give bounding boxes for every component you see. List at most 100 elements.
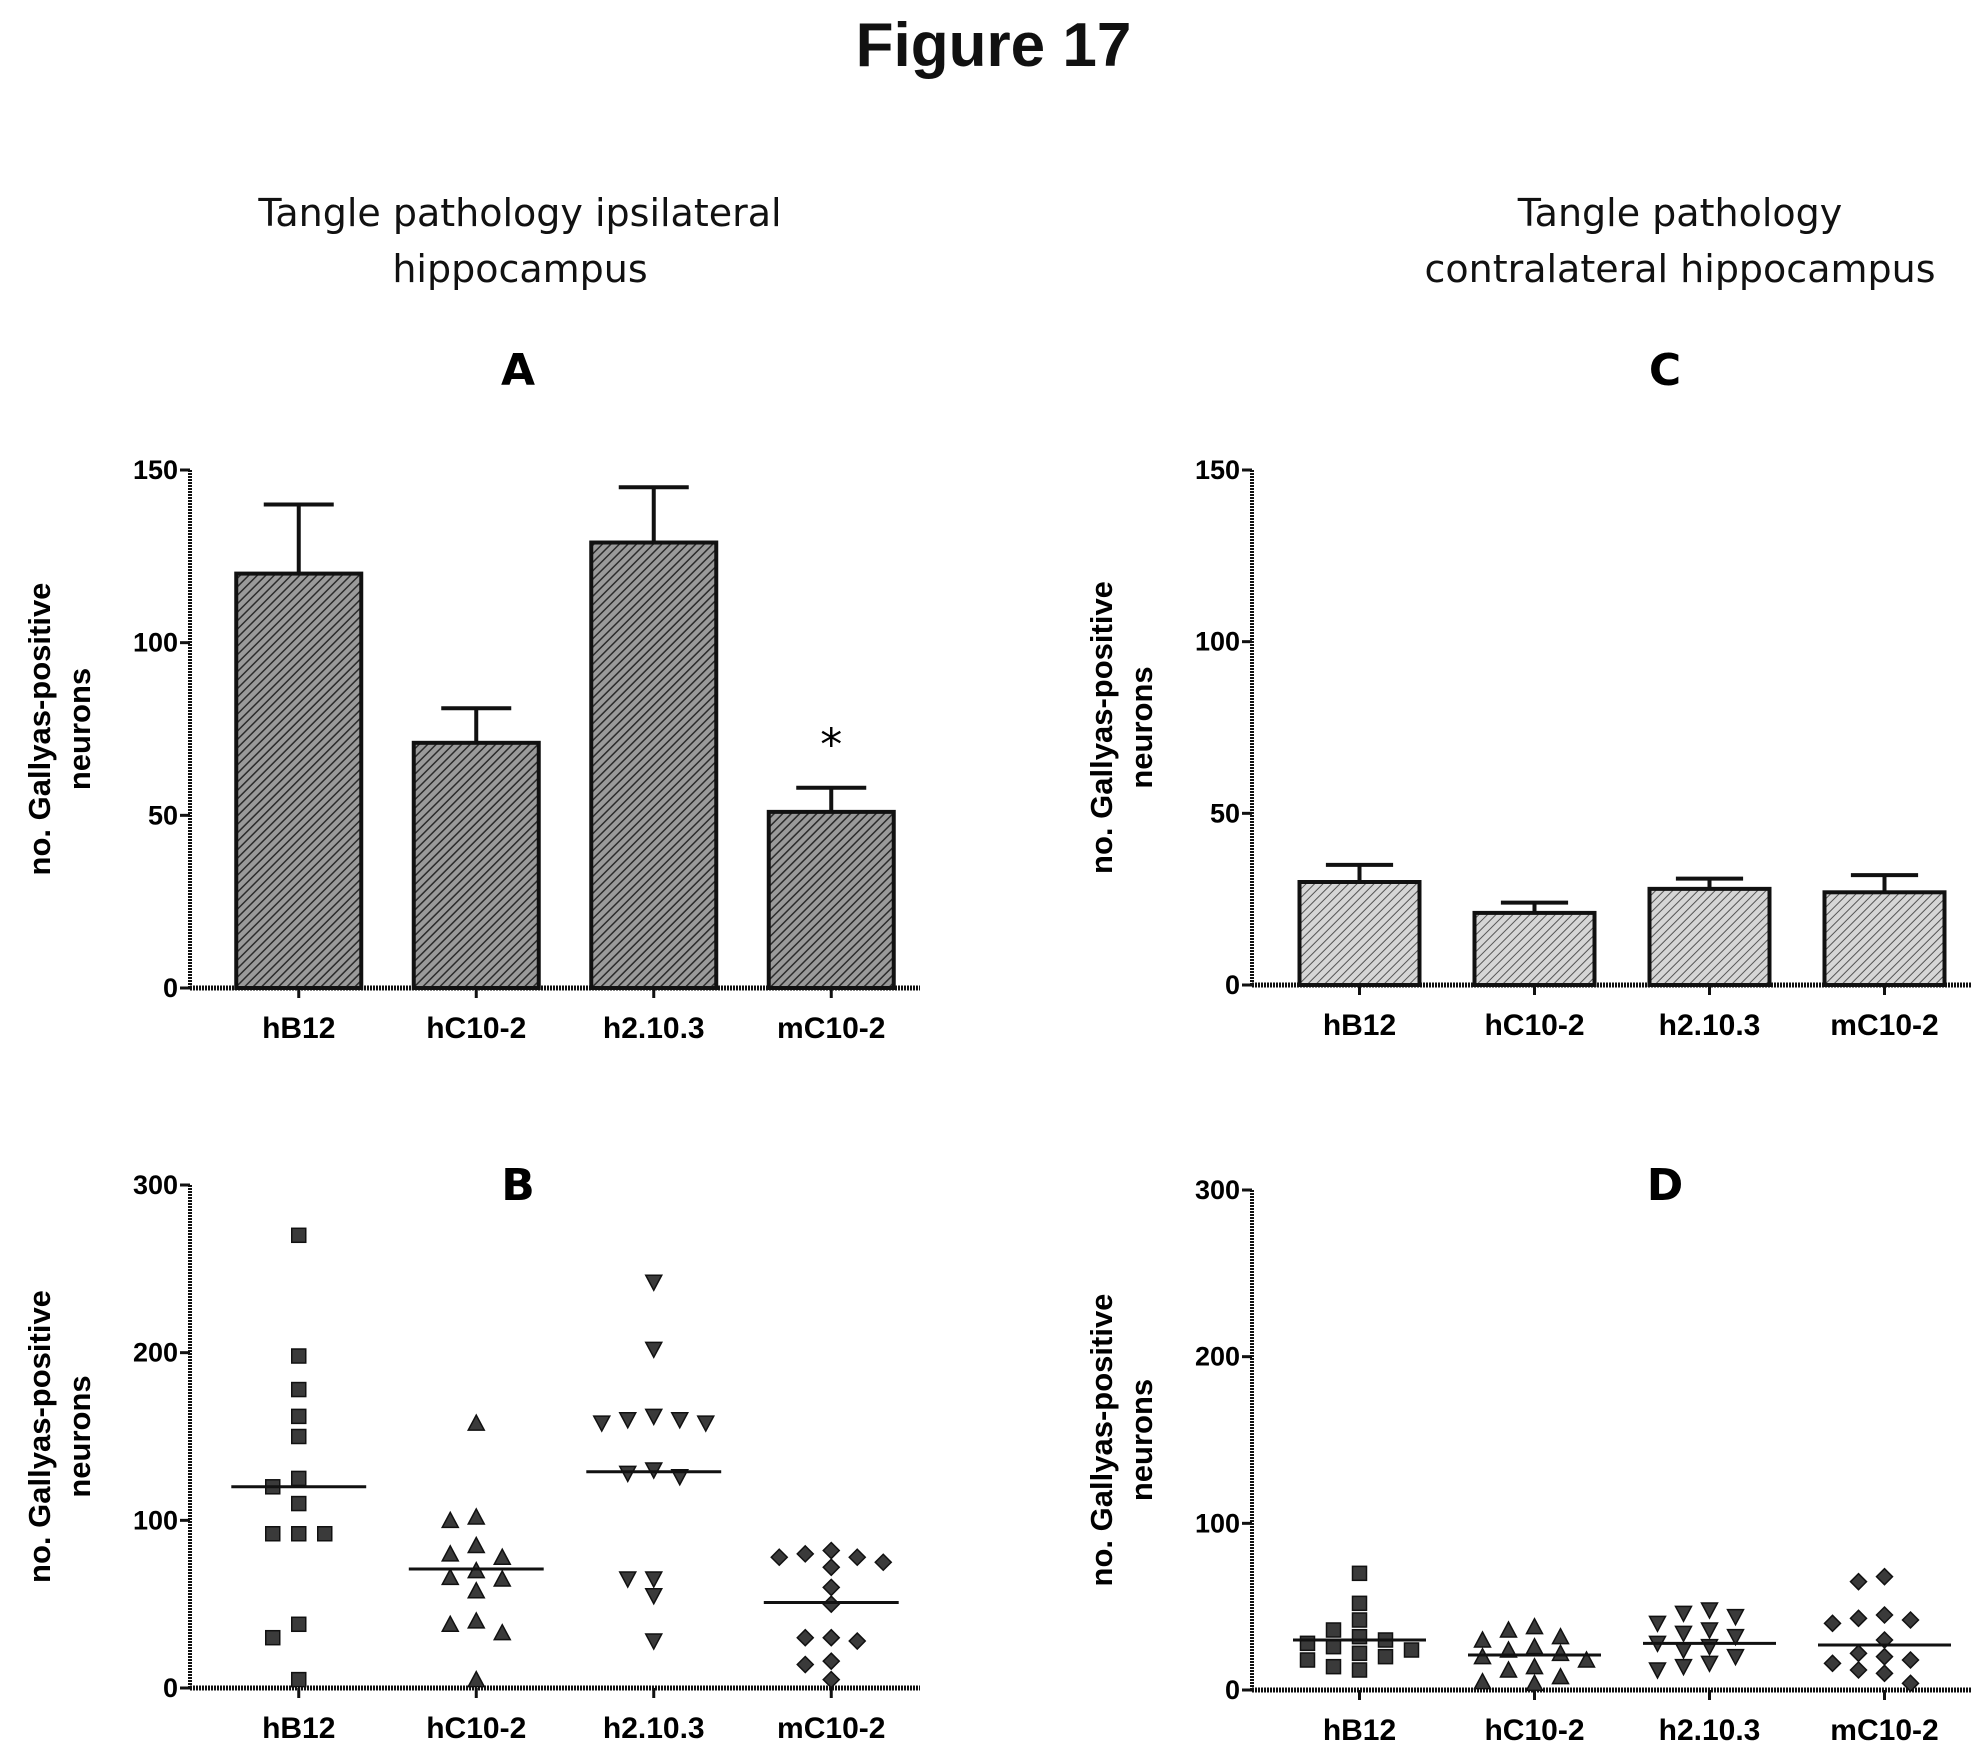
y-axis-title: no. Gallyas-positive neurons: [22, 1290, 97, 1583]
data-point-square: [265, 1525, 281, 1542]
x-tick-label: hB12: [262, 1712, 335, 1745]
y-axis-title-line: neurons: [1124, 1379, 1159, 1501]
data-point-square: [291, 1671, 307, 1688]
right-column-title-line-2: contralateral hippocampus: [1424, 247, 1936, 291]
data-point-square: [1351, 1565, 1368, 1582]
data-point-triangle-up: [1551, 1667, 1570, 1685]
data-point-triangle-down: [1726, 1608, 1745, 1627]
y-tick-label: 0: [163, 973, 178, 1003]
data-point-triangle-up: [493, 1547, 512, 1565]
bar-mC10-2: [766, 809, 896, 990]
data-point-square: [291, 1470, 307, 1487]
data-point-square: [291, 1227, 307, 1244]
panel-c-bar-chart: C 0 50 100 150 no. Gallyas-positive neurons hB1…: [1084, 345, 1972, 1042]
y-tick-label: 50: [1210, 798, 1240, 828]
x-tick-label: hB12: [1323, 1009, 1396, 1042]
panel-b-letter: B: [501, 1160, 535, 1211]
data-point-triangle-up: [1525, 1657, 1544, 1675]
data-point-triangle-up: [1525, 1673, 1544, 1692]
y-tick-label: 100: [1195, 1508, 1240, 1538]
x-tick-label: h2.10.3: [603, 1712, 705, 1745]
y-tick-label: 300: [133, 1170, 178, 1200]
figure-title: Figure 17: [855, 11, 1132, 80]
data-point-triangle-up: [1473, 1672, 1492, 1690]
data-point-triangle-down: [618, 1465, 637, 1483]
data-point-diamond: [1875, 1567, 1894, 1586]
x-tick-label: mC10-2: [777, 1012, 885, 1045]
data-point-diamond: [848, 1631, 867, 1651]
data-point-triangle-down: [592, 1415, 611, 1433]
y-axis-title: no. Gallyas-positive neurons: [1084, 581, 1159, 874]
data-point-diamond: [1823, 1614, 1842, 1633]
data-point-triangle-up: [467, 1535, 486, 1554]
y-tick-label: 200: [133, 1338, 178, 1368]
x-tick-label: hC10-2: [1484, 1009, 1584, 1042]
panel-d-letter: D: [1647, 1160, 1684, 1211]
x-tick-label: h2.10.3: [1659, 1714, 1761, 1747]
y-axis-title-line: no. Gallyas-positive: [1084, 581, 1119, 874]
y-axis-title: no. Gallyas-positive neurons: [22, 583, 97, 876]
data-point-square: [1351, 1612, 1368, 1628]
data-point-triangle-down: [1674, 1625, 1693, 1643]
data-point-triangle-down: [618, 1571, 637, 1589]
data-point-diamond: [822, 1558, 841, 1577]
data-point-square: [291, 1616, 307, 1633]
data-point-triangle-up: [1551, 1627, 1570, 1645]
data-point-square: [291, 1348, 307, 1364]
data-point-triangle-up: [1499, 1640, 1518, 1658]
data-point-triangle-down: [1648, 1662, 1667, 1680]
data-point-diamond: [1875, 1647, 1894, 1666]
data-point-diamond: [822, 1578, 841, 1597]
data-point-square: [1325, 1638, 1342, 1655]
data-point-diamond: [796, 1628, 815, 1647]
data-point-triangle-down: [644, 1274, 663, 1292]
data-point-diamond: [1823, 1654, 1842, 1673]
data-point-diamond: [822, 1652, 841, 1671]
y-axis-title-line: neurons: [1124, 666, 1159, 788]
data-point-square: [1325, 1622, 1342, 1638]
x-tick-label: hC10-2: [426, 1712, 526, 1745]
bar-mC10-2: [1822, 890, 1947, 987]
data-point-triangle-up: [1577, 1650, 1596, 1668]
x-tick-label: h2.10.3: [1659, 1009, 1761, 1042]
bar-hB12: [1297, 880, 1422, 987]
data-point-diamond: [822, 1595, 841, 1614]
panel-b-scatter-chart: B 0 100 200 300 no. Gallyas-positive neurons hB…: [22, 1160, 920, 1745]
data-point-triangle-down: [644, 1588, 663, 1606]
data-point-square: [291, 1428, 307, 1445]
x-tick-label: h2.10.3: [603, 1012, 705, 1045]
data-point-square: [291, 1408, 307, 1425]
data-point-square: [1377, 1648, 1394, 1665]
data-point-triangle-down: [644, 1341, 663, 1359]
data-point-triangle-down: [1726, 1628, 1745, 1647]
data-point-triangle-up: [441, 1544, 460, 1562]
data-point-diamond: [1901, 1610, 1920, 1630]
x-tick-label: hC10-2: [1484, 1714, 1584, 1747]
data-point-triangle-up: [1551, 1643, 1570, 1662]
x-tick-label: hB12: [1323, 1714, 1396, 1747]
data-point-square: [1351, 1595, 1368, 1612]
data-point-triangle-up: [1473, 1630, 1492, 1648]
data-point-square: [291, 1525, 307, 1542]
significance-annotation: *: [820, 720, 842, 771]
y-tick-label: 300: [1195, 1175, 1240, 1205]
data-point-triangle-up: [1525, 1617, 1544, 1635]
y-tick-label: 0: [163, 1673, 178, 1703]
panel-c-letter: C: [1649, 345, 1681, 396]
y-tick-label: 100: [1195, 627, 1240, 657]
y-tick-label: 150: [133, 455, 178, 485]
data-point-square: [265, 1629, 281, 1646]
data-point-square: [1351, 1628, 1368, 1645]
data-point-square: [1325, 1658, 1342, 1675]
data-point-triangle-down: [1726, 1648, 1745, 1667]
data-point-triangle-down: [1700, 1602, 1719, 1620]
data-point-square: [317, 1525, 333, 1542]
data-point-triangle-up: [493, 1569, 512, 1587]
data-point-triangle-up: [1499, 1660, 1518, 1678]
left-column-title-line-2: hippocampus: [392, 247, 648, 291]
data-point-triangle-up: [493, 1623, 512, 1641]
data-point-triangle-down: [618, 1411, 637, 1430]
data-point-diamond: [1901, 1650, 1920, 1670]
bar-h2.10.3: [589, 540, 719, 991]
x-tick-label: mC10-2: [1830, 1714, 1938, 1747]
